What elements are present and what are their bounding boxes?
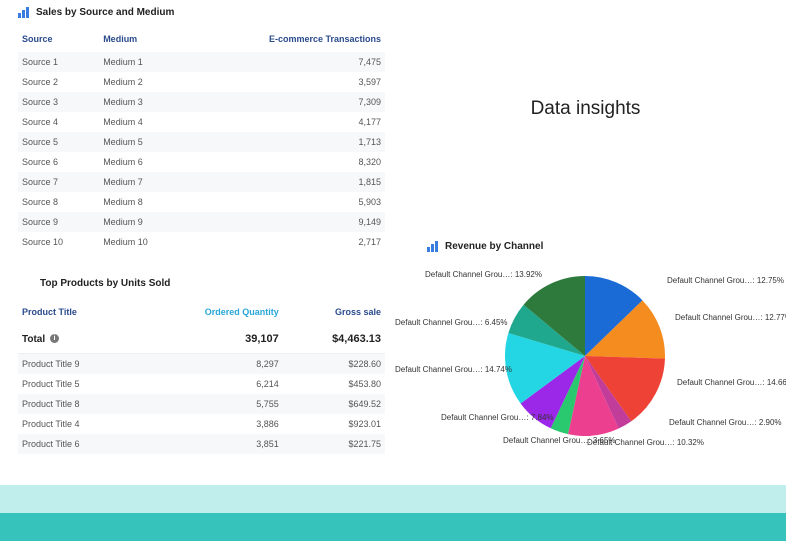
- cell-medium: Medium 2: [99, 72, 186, 92]
- sales-table: Source Medium E-commerce Transactions So…: [18, 28, 385, 252]
- revenue-header: Revenue by Channel: [427, 240, 776, 252]
- table-row: Source 9Medium 99,149: [18, 212, 385, 232]
- cell-product: Product Title 5: [18, 374, 136, 394]
- table-row: Source 4Medium 44,177: [18, 112, 385, 132]
- pie-label: Default Channel Grou…: 6.45%: [395, 318, 508, 327]
- cell-source: Source 10: [18, 232, 99, 252]
- cell-source: Source 5: [18, 132, 99, 152]
- cell-product: Product Title 4: [18, 414, 136, 434]
- cell-source: Source 1: [18, 52, 99, 72]
- sales-col-trans[interactable]: E-commerce Transactions: [186, 28, 385, 52]
- table-row: Product Title 43,886$923.01: [18, 414, 385, 434]
- footer-bands: [0, 485, 786, 541]
- pie-label: Default Channel Grou…: 3.65%: [503, 436, 616, 445]
- sales-col-medium[interactable]: Medium: [99, 28, 186, 52]
- cell-medium: Medium 10: [99, 232, 186, 252]
- pie-label: Default Channel Grou…: 12.75%: [667, 276, 784, 285]
- sales-title: Sales by Source and Medium: [36, 7, 174, 18]
- cell-medium: Medium 9: [99, 212, 186, 232]
- cell-trans: 2,717: [186, 232, 385, 252]
- cell-sale: $221.75: [283, 434, 385, 454]
- table-row: Source 7Medium 71,815: [18, 172, 385, 192]
- cell-sale: $453.80: [283, 374, 385, 394]
- top-products-title: Top Products by Units Sold: [18, 278, 385, 301]
- tp-total-qty: 39,107: [136, 325, 283, 354]
- cell-qty: 3,886: [136, 414, 283, 434]
- cell-trans: 1,815: [186, 172, 385, 192]
- cell-medium: Medium 3: [99, 92, 186, 112]
- table-row: Source 10Medium 102,717: [18, 232, 385, 252]
- cell-trans: 3,597: [186, 72, 385, 92]
- table-row: Product Title 56,214$453.80: [18, 374, 385, 394]
- cell-qty: 5,755: [136, 394, 283, 414]
- pie-label: Default Channel Grou…: 13.92%: [425, 270, 542, 279]
- table-row: Source 1Medium 17,475: [18, 52, 385, 72]
- cell-product: Product Title 6: [18, 434, 136, 454]
- cell-sale: $228.60: [283, 354, 385, 375]
- top-products-section: Top Products by Units Sold Product Title…: [18, 278, 385, 454]
- cell-medium: Medium 8: [99, 192, 186, 212]
- table-row: Product Title 98,297$228.60: [18, 354, 385, 375]
- table-row: Source 2Medium 23,597: [18, 72, 385, 92]
- tp-col-qty[interactable]: Ordered Quantity: [136, 301, 283, 325]
- cell-qty: 3,851: [136, 434, 283, 454]
- table-row: Source 6Medium 68,320: [18, 152, 385, 172]
- tp-col-title[interactable]: Product Title: [18, 301, 136, 325]
- cell-product: Product Title 8: [18, 394, 136, 414]
- pie-label: Default Channel Grou…: 14.74%: [395, 365, 512, 374]
- cell-medium: Medium 1: [99, 52, 186, 72]
- tp-total-sale: $4,463.13: [283, 325, 385, 354]
- tp-total-row: Total i 39,107 $4,463.13: [18, 325, 385, 354]
- sales-header: Sales by Source and Medium: [18, 6, 385, 18]
- cell-source: Source 6: [18, 152, 99, 172]
- tp-total-label: Total i: [18, 325, 136, 354]
- cell-source: Source 2: [18, 72, 99, 92]
- cell-product: Product Title 9: [18, 354, 136, 375]
- tp-col-sale[interactable]: Gross sale: [283, 301, 385, 325]
- pie-label: Default Channel Grou…: 14.66%: [677, 378, 786, 387]
- insights-heading: Data insights: [395, 98, 776, 120]
- pie-label: Default Channel Grou…: 12.77%: [675, 313, 786, 322]
- table-row: Product Title 63,851$221.75: [18, 434, 385, 454]
- cell-trans: 8,320: [186, 152, 385, 172]
- cell-sale: $923.01: [283, 414, 385, 434]
- pie-label: Default Channel Grou…: 2.90%: [669, 418, 782, 427]
- cell-medium: Medium 7: [99, 172, 186, 192]
- cell-trans: 7,309: [186, 92, 385, 112]
- info-icon[interactable]: i: [50, 334, 59, 343]
- cell-qty: 8,297: [136, 354, 283, 375]
- bar-chart-icon: [427, 240, 439, 252]
- revenue-pie-chart: Default Channel Grou…: 12.75%Default Cha…: [395, 258, 775, 473]
- table-row: Source 8Medium 85,903: [18, 192, 385, 212]
- cell-trans: 1,713: [186, 132, 385, 152]
- bar-chart-icon: [18, 6, 30, 18]
- table-row: Source 3Medium 37,309: [18, 92, 385, 112]
- pie-label: Default Channel Grou…: 7.84%: [441, 413, 554, 422]
- top-products-table: Product Title Ordered Quantity Gross sal…: [18, 301, 385, 454]
- revenue-title: Revenue by Channel: [445, 241, 543, 252]
- cell-sale: $649.52: [283, 394, 385, 414]
- cell-medium: Medium 6: [99, 152, 186, 172]
- table-row: Product Title 85,755$649.52: [18, 394, 385, 414]
- cell-trans: 4,177: [186, 112, 385, 132]
- cell-source: Source 8: [18, 192, 99, 212]
- cell-trans: 7,475: [186, 52, 385, 72]
- cell-trans: 9,149: [186, 212, 385, 232]
- table-row: Source 5Medium 51,713: [18, 132, 385, 152]
- cell-medium: Medium 4: [99, 112, 186, 132]
- sales-col-source[interactable]: Source: [18, 28, 99, 52]
- cell-source: Source 7: [18, 172, 99, 192]
- cell-trans: 5,903: [186, 192, 385, 212]
- cell-source: Source 9: [18, 212, 99, 232]
- cell-source: Source 3: [18, 92, 99, 112]
- cell-source: Source 4: [18, 112, 99, 132]
- cell-qty: 6,214: [136, 374, 283, 394]
- cell-medium: Medium 5: [99, 132, 186, 152]
